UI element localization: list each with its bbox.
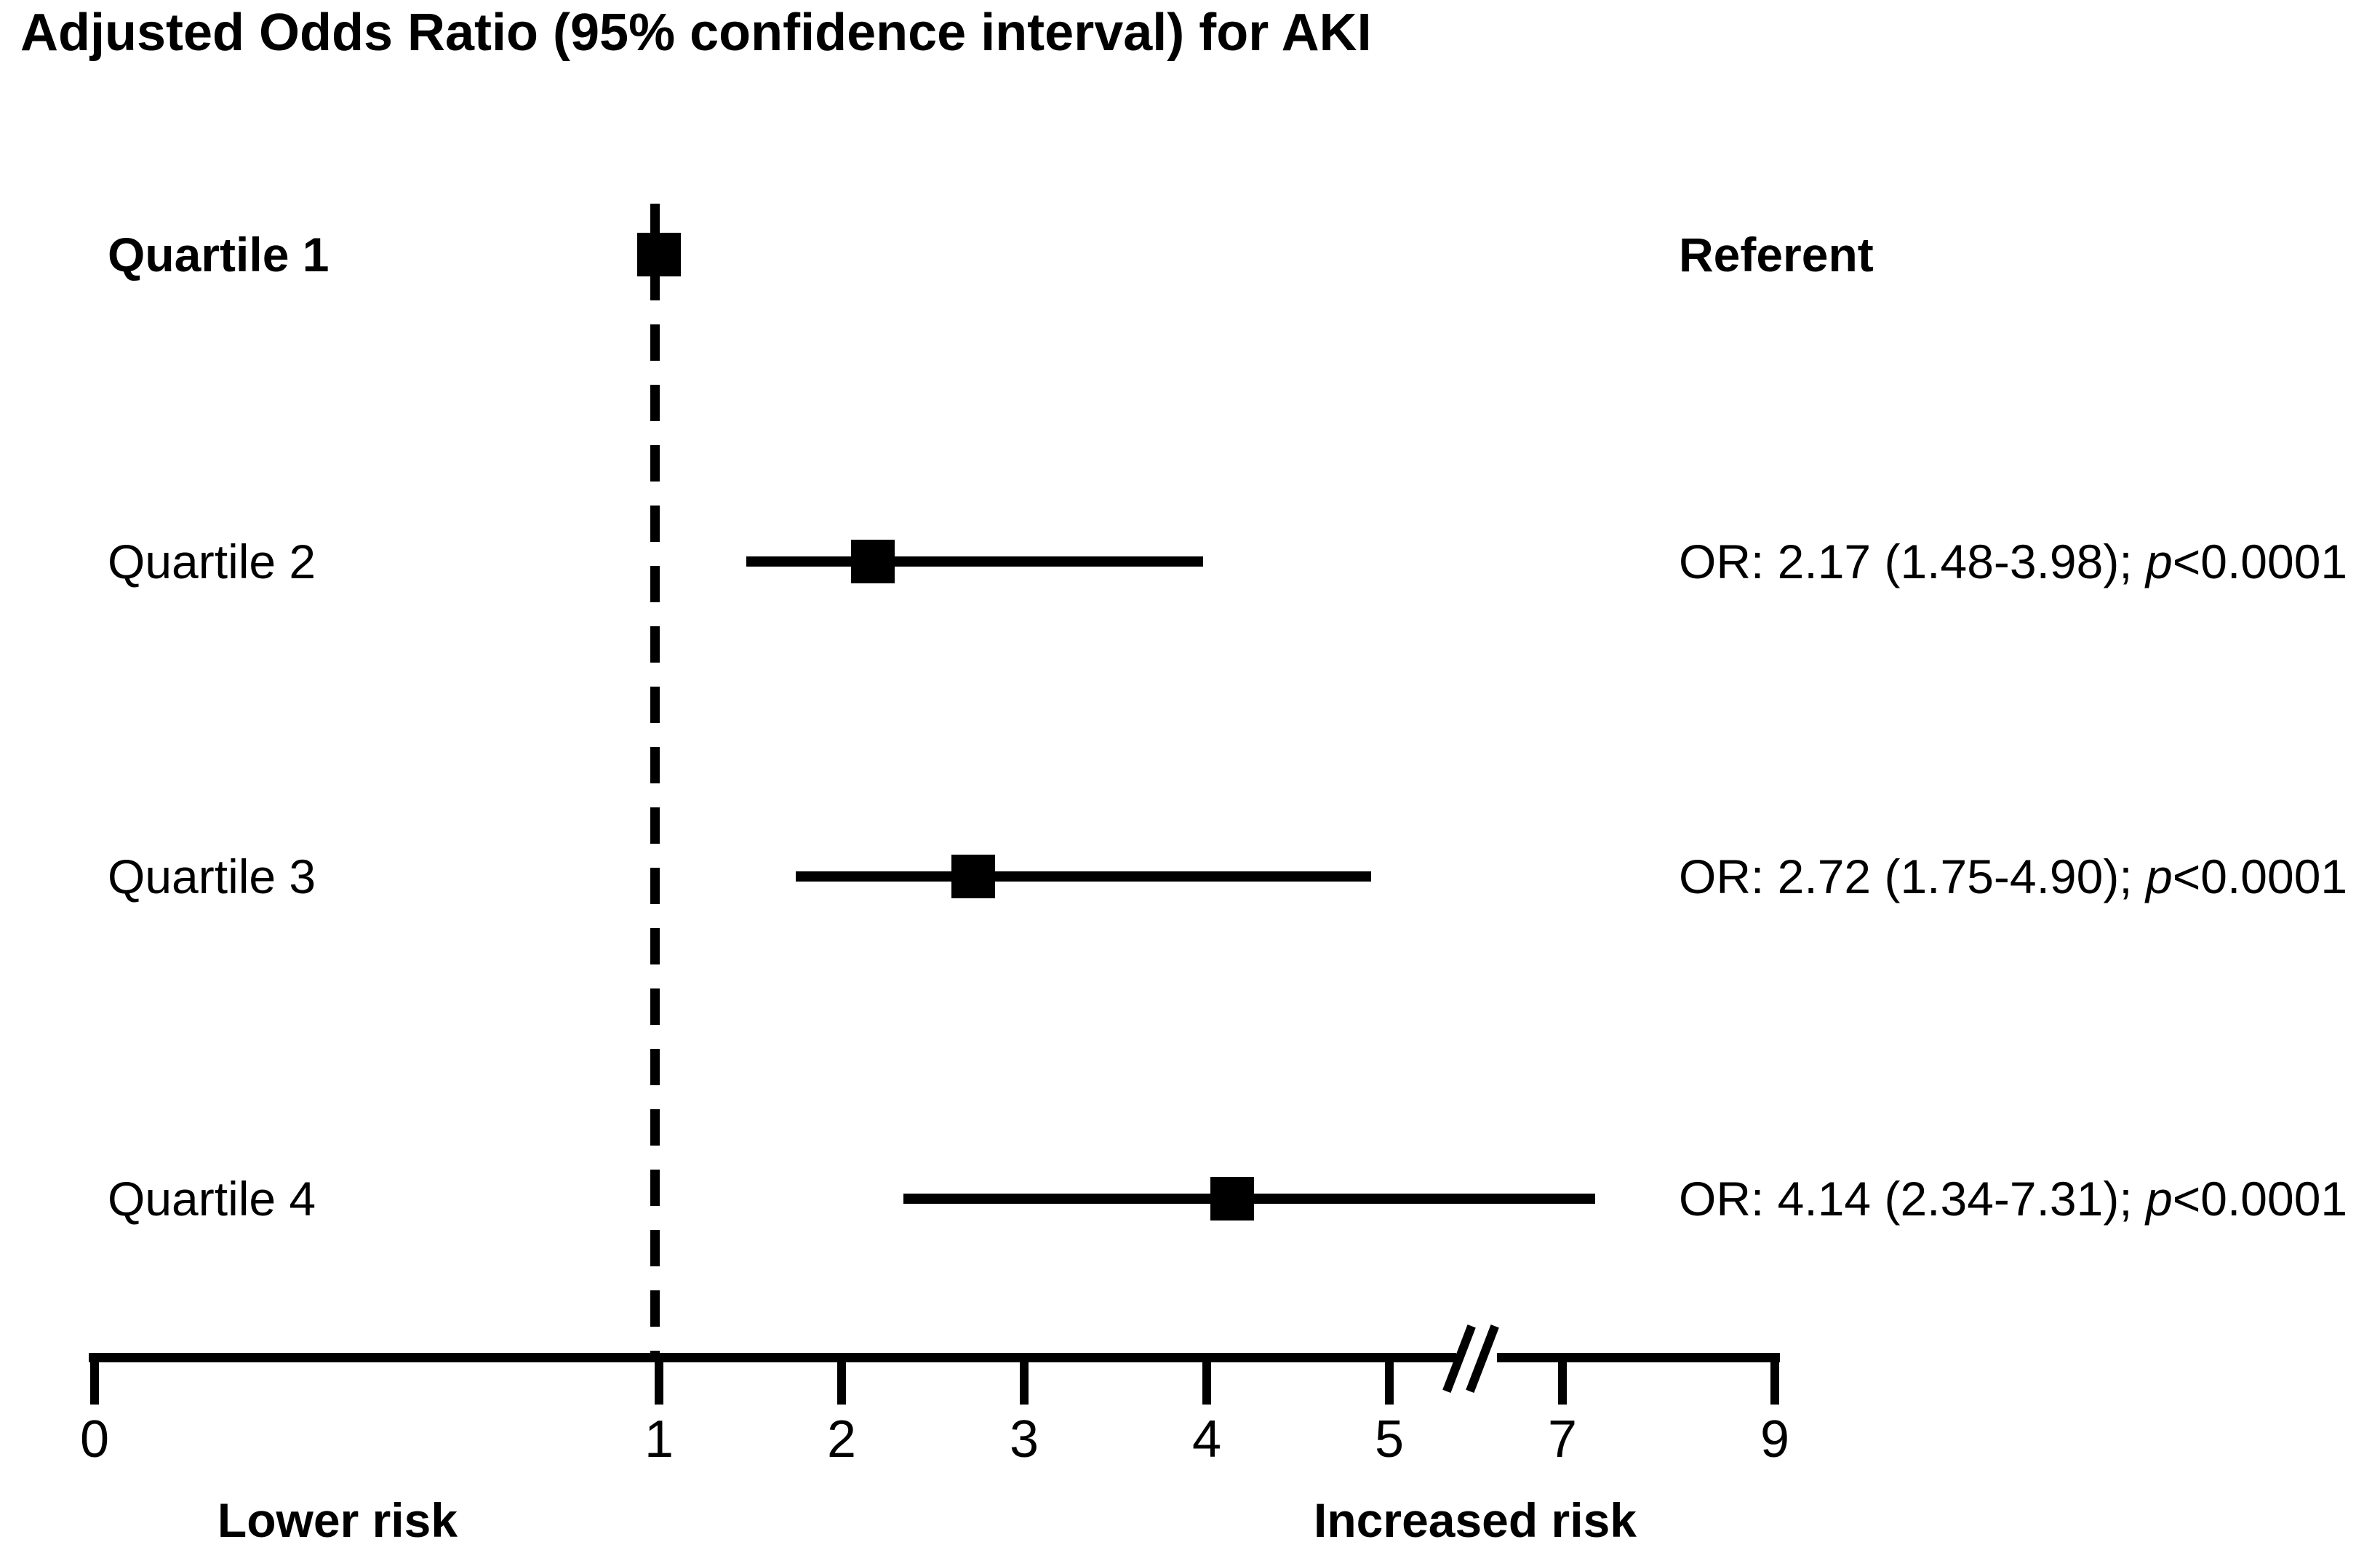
annotation-p-value: <0.0001 — [2172, 850, 2348, 903]
axis-tick — [837, 1362, 846, 1405]
or-square — [637, 233, 681, 276]
axis-tick — [90, 1362, 99, 1405]
axis-tick — [1202, 1362, 1211, 1405]
axis-tick — [1020, 1362, 1029, 1405]
annotation-p-symbol: p — [2146, 535, 2173, 588]
x-axis-caption-lower-risk: Lower risk — [217, 1493, 458, 1547]
annotation-p-symbol: p — [2146, 850, 2173, 903]
row-label: Quartile 1 — [108, 228, 330, 281]
or-square — [850, 540, 895, 583]
axis-tick — [1385, 1362, 1394, 1405]
axis-tick-label: 3 — [1009, 1410, 1039, 1469]
annotation-text: OR: 4.14 (2.34-7.31); p<0.0001 — [1679, 1171, 2347, 1226]
or-square — [951, 855, 995, 898]
annotation-referent: Referent — [1679, 228, 1874, 281]
annotation-text: OR: 2.17 (1.48-3.98); p<0.0001 — [1679, 534, 2347, 589]
annotation-text: Referent — [1679, 227, 1874, 282]
annotation-p-value: <0.0001 — [2172, 535, 2348, 588]
annotation-p-symbol: p — [2146, 1172, 2173, 1226]
row-label: Quartile 2 — [108, 535, 316, 588]
axis-tick-label: 5 — [1374, 1410, 1405, 1469]
x-axis-caption-increased-risk: Increased risk — [1314, 1493, 1637, 1547]
chart-title: Adjusted Odds Ratio (95% confidence inte… — [20, 4, 1372, 62]
annotation-or-ci: OR: 2.17 (1.48-3.98); — [1679, 535, 2146, 588]
x-axis — [89, 1353, 1780, 1362]
reference-line — [650, 204, 660, 1359]
axis-tick-label: 4 — [1191, 1410, 1222, 1469]
annotation-or-ci: OR: 4.14 (2.34-7.31); — [1679, 1172, 2146, 1226]
annotation-p-value: <0.0001 — [2172, 1172, 2348, 1226]
axis-tick — [1558, 1362, 1567, 1405]
axis-tick — [1770, 1362, 1779, 1405]
or-square — [1210, 1177, 1255, 1221]
ci-line — [746, 556, 1203, 567]
annotation-or-ci: OR: 2.72 (1.75-4.90); — [1679, 850, 2146, 903]
axis-tick-label: 0 — [79, 1410, 110, 1469]
annotation-text: OR: 2.72 (1.75-4.90); p<0.0001 — [1679, 849, 2347, 904]
ci-line — [796, 871, 1371, 882]
axis-tick — [655, 1362, 663, 1405]
axis-tick-label: 9 — [1760, 1410, 1790, 1469]
row-label: Quartile 4 — [108, 1172, 316, 1226]
row-label: Quartile 3 — [108, 850, 316, 903]
axis-tick-label: 1 — [644, 1410, 674, 1469]
axis-tick-label: 7 — [1547, 1410, 1578, 1469]
axis-tick-label: 2 — [826, 1410, 857, 1469]
